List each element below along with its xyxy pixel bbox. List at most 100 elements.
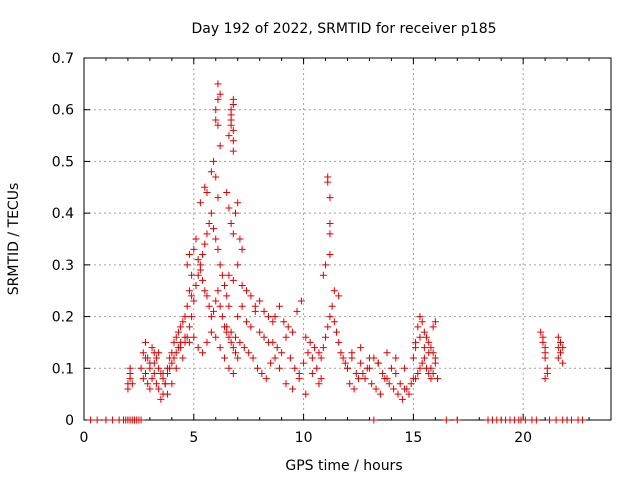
data-point xyxy=(532,416,540,424)
data-point xyxy=(210,225,218,233)
data-point xyxy=(126,364,134,372)
data-point xyxy=(348,349,356,357)
data-point xyxy=(225,204,233,212)
data-point xyxy=(372,385,380,393)
data-point xyxy=(385,380,393,388)
data-point xyxy=(383,349,391,357)
data-point xyxy=(326,219,334,227)
data-point xyxy=(269,338,277,346)
data-point xyxy=(218,271,226,279)
data-point xyxy=(148,344,156,352)
x-tick-label: 20 xyxy=(514,430,532,446)
data-point xyxy=(315,380,323,388)
x-tick-label: 5 xyxy=(189,430,198,446)
data-point xyxy=(172,349,180,357)
data-point xyxy=(554,344,562,352)
data-point xyxy=(344,364,351,372)
data-point xyxy=(232,349,240,357)
data-point xyxy=(190,333,198,341)
data-point xyxy=(267,359,275,367)
data-point xyxy=(201,287,209,295)
data-point xyxy=(554,354,562,362)
data-point xyxy=(407,380,415,388)
data-point xyxy=(328,302,336,310)
data-point xyxy=(429,369,437,377)
data-point xyxy=(398,395,406,403)
data-point xyxy=(324,178,332,186)
data-point xyxy=(216,302,224,310)
data-point xyxy=(141,369,149,377)
data-point xyxy=(300,359,308,367)
data-point xyxy=(225,333,233,341)
data-point xyxy=(212,235,220,243)
data-point xyxy=(420,354,428,362)
data-point xyxy=(379,369,387,377)
data-point xyxy=(359,369,367,377)
data-point xyxy=(247,292,255,300)
data-point xyxy=(326,251,334,259)
data-point xyxy=(556,349,564,357)
data-point xyxy=(221,354,229,362)
data-point xyxy=(199,251,207,259)
x-tick-label: 10 xyxy=(295,430,313,446)
data-point xyxy=(203,338,211,346)
data-point xyxy=(374,359,382,367)
data-point xyxy=(341,359,349,367)
data-point xyxy=(425,349,433,357)
data-point xyxy=(177,323,185,331)
data-point xyxy=(234,313,242,321)
data-point xyxy=(304,349,312,357)
data-point xyxy=(205,219,213,227)
data-point xyxy=(418,318,426,326)
data-point xyxy=(137,416,145,424)
data-point xyxy=(559,359,567,367)
data-point xyxy=(236,338,244,346)
data-point xyxy=(212,173,220,181)
data-point xyxy=(232,333,240,341)
data-point xyxy=(223,188,231,196)
data-point xyxy=(286,354,294,362)
data-point xyxy=(170,338,178,346)
data-point xyxy=(330,287,338,295)
data-point xyxy=(227,338,235,346)
chart-title: Day 192 of 2022, SRMTID for receiver p18… xyxy=(191,21,496,37)
data-point xyxy=(434,375,442,383)
data-point xyxy=(196,266,204,274)
data-point xyxy=(420,328,428,336)
data-point xyxy=(190,245,198,253)
data-point xyxy=(269,318,277,326)
data-point xyxy=(227,328,235,336)
data-point xyxy=(234,261,242,269)
data-point xyxy=(308,354,316,362)
data-point xyxy=(225,302,233,310)
data-point xyxy=(234,354,242,362)
data-point xyxy=(155,385,163,393)
data-point xyxy=(275,302,283,310)
data-point xyxy=(207,168,215,176)
data-point xyxy=(262,375,270,383)
data-point xyxy=(311,344,319,352)
data-point xyxy=(227,116,235,124)
data-point xyxy=(319,271,327,279)
data-point xyxy=(225,132,233,140)
data-point xyxy=(396,380,404,388)
data-point xyxy=(322,333,330,341)
data-point xyxy=(234,199,242,207)
data-point xyxy=(423,333,431,341)
data-point xyxy=(205,302,213,310)
data-point xyxy=(179,354,187,362)
data-point xyxy=(429,323,437,331)
data-point xyxy=(416,364,424,372)
data-point xyxy=(425,338,433,346)
data-point xyxy=(214,121,222,129)
data-point xyxy=(166,364,174,372)
data-point xyxy=(229,95,237,103)
data-point xyxy=(225,364,233,372)
data-point xyxy=(190,297,198,305)
data-point xyxy=(308,369,316,377)
data-point xyxy=(337,349,345,357)
data-point xyxy=(552,416,560,424)
y-tick-label: 0.1 xyxy=(52,361,74,377)
data-point xyxy=(282,333,290,341)
data-point xyxy=(214,194,222,202)
